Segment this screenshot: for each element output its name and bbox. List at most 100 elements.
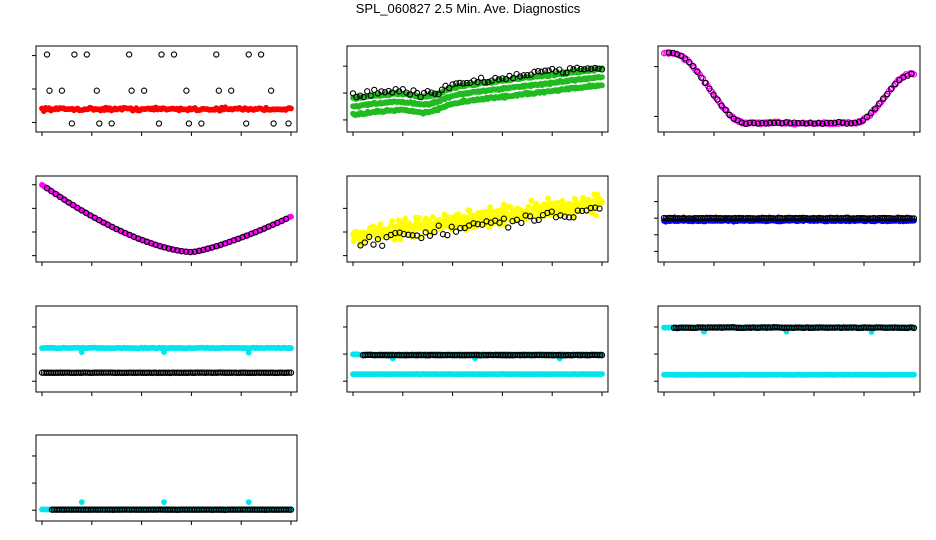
data-point: [267, 87, 275, 94]
data-point: [799, 119, 806, 127]
data-point: [389, 218, 395, 224]
data-point: [288, 213, 294, 220]
data-point: [552, 68, 559, 75]
data-point: [161, 499, 167, 505]
data-point: [908, 70, 915, 78]
data-point: [518, 219, 525, 227]
data-point: [522, 212, 529, 219]
data-point: [698, 74, 705, 81]
data-point: [863, 113, 871, 121]
plot-points: [660, 49, 918, 128]
plot-points: [39, 499, 295, 513]
data-point: [787, 120, 794, 127]
panel-4: [32, 175, 298, 266]
data-point: [730, 115, 737, 122]
data-point: [770, 119, 778, 127]
data-point: [456, 79, 463, 87]
data-point: [182, 248, 190, 255]
data-point: [599, 74, 605, 80]
data-point: [204, 245, 211, 252]
data-point: [356, 92, 364, 99]
data-point: [288, 345, 294, 352]
data-point: [71, 51, 78, 58]
data-point: [531, 217, 538, 224]
data-point: [381, 89, 389, 96]
data-point: [409, 232, 416, 239]
data-point: [774, 119, 782, 127]
data-point: [470, 77, 478, 84]
data-point: [556, 66, 563, 73]
data-point: [245, 499, 252, 505]
data-point: [448, 223, 455, 230]
data-point: [559, 197, 566, 204]
data-point: [702, 79, 709, 87]
data-point: [169, 246, 177, 253]
data-point: [360, 93, 367, 101]
data-point: [831, 119, 838, 126]
data-point: [470, 220, 477, 227]
data-point: [807, 119, 814, 126]
panel-2: [343, 45, 609, 136]
data-point: [766, 119, 774, 126]
data-point: [746, 119, 753, 126]
data-point: [758, 119, 766, 127]
data-point: [391, 236, 398, 243]
data-point: [500, 215, 508, 222]
data-point: [531, 68, 538, 75]
data-point: [587, 204, 594, 212]
data-point: [405, 231, 412, 238]
data-point: [496, 219, 503, 226]
data-point: [178, 247, 185, 255]
data-point: [750, 120, 758, 127]
data-point: [439, 231, 447, 238]
data-point: [673, 51, 681, 58]
plot-frame: [346, 175, 609, 263]
data-point: [370, 241, 377, 248]
data-point: [58, 87, 66, 94]
data-point: [577, 65, 584, 73]
data-point: [592, 204, 599, 211]
data-point: [46, 87, 53, 94]
data-point: [911, 371, 917, 378]
data-point: [215, 87, 222, 94]
data-point: [191, 248, 198, 255]
data-point: [435, 91, 442, 98]
series-licor-temperature: [660, 49, 918, 128]
data-point: [855, 118, 863, 125]
data-point: [819, 120, 826, 127]
data-point: [803, 120, 810, 127]
data-point: [353, 93, 360, 101]
data-point: [827, 119, 834, 127]
data-point: [517, 73, 524, 80]
plot-frame: [657, 45, 921, 133]
data-point: [871, 105, 879, 112]
data-point: [385, 87, 392, 95]
series-box-temperature: [39, 181, 294, 255]
data-point: [851, 119, 859, 126]
data-point: [835, 118, 842, 126]
data-point: [578, 207, 586, 215]
series-line-2-cyan-low: [350, 370, 605, 378]
data-point: [418, 234, 425, 242]
data-point: [257, 51, 265, 58]
data-point: [174, 247, 181, 254]
data-point: [538, 68, 545, 75]
data-point: [563, 69, 570, 76]
data-point: [452, 228, 460, 235]
panel-5: [343, 175, 609, 266]
data-point: [665, 49, 673, 56]
data-point: [548, 208, 555, 215]
data-point: [762, 120, 770, 127]
data-point: [61, 196, 68, 203]
data-point: [270, 120, 277, 127]
data-point: [598, 352, 606, 359]
figure-title: SPL_060827 2.5 Min. Ave. Diagnostics: [355, 1, 581, 16]
data-point: [400, 230, 408, 238]
data-point: [424, 88, 431, 95]
data-point: [463, 79, 470, 87]
data-point: [535, 216, 542, 224]
plot-points: [660, 214, 918, 225]
data-point: [413, 89, 421, 97]
data-point: [377, 221, 384, 227]
data-point: [565, 214, 573, 221]
